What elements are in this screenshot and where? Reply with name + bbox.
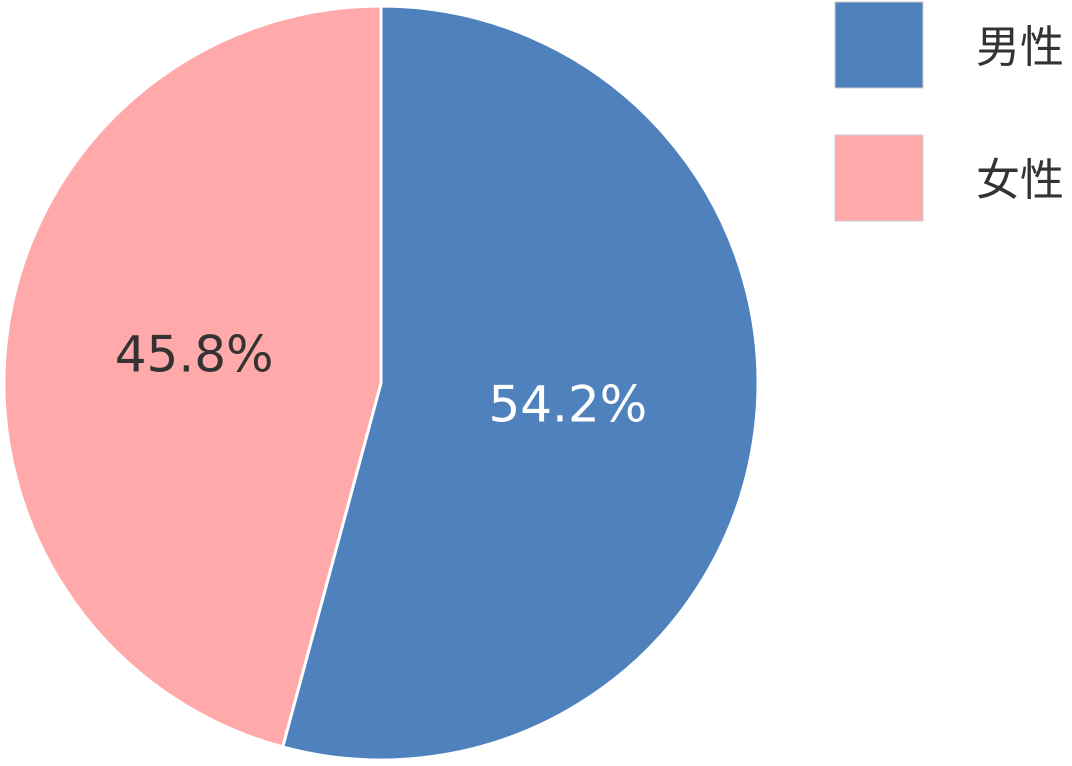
pie-slice bbox=[2, 4, 383, 749]
legend-swatch bbox=[834, 1, 924, 89]
value-label: 45.8% bbox=[115, 326, 274, 384]
pie-slice bbox=[280, 4, 760, 762]
legend-label: 女性 bbox=[976, 155, 1064, 206]
legend-label: 男性 bbox=[976, 22, 1064, 73]
value-label: 54.2% bbox=[488, 375, 647, 433]
legend-swatch bbox=[834, 134, 924, 222]
